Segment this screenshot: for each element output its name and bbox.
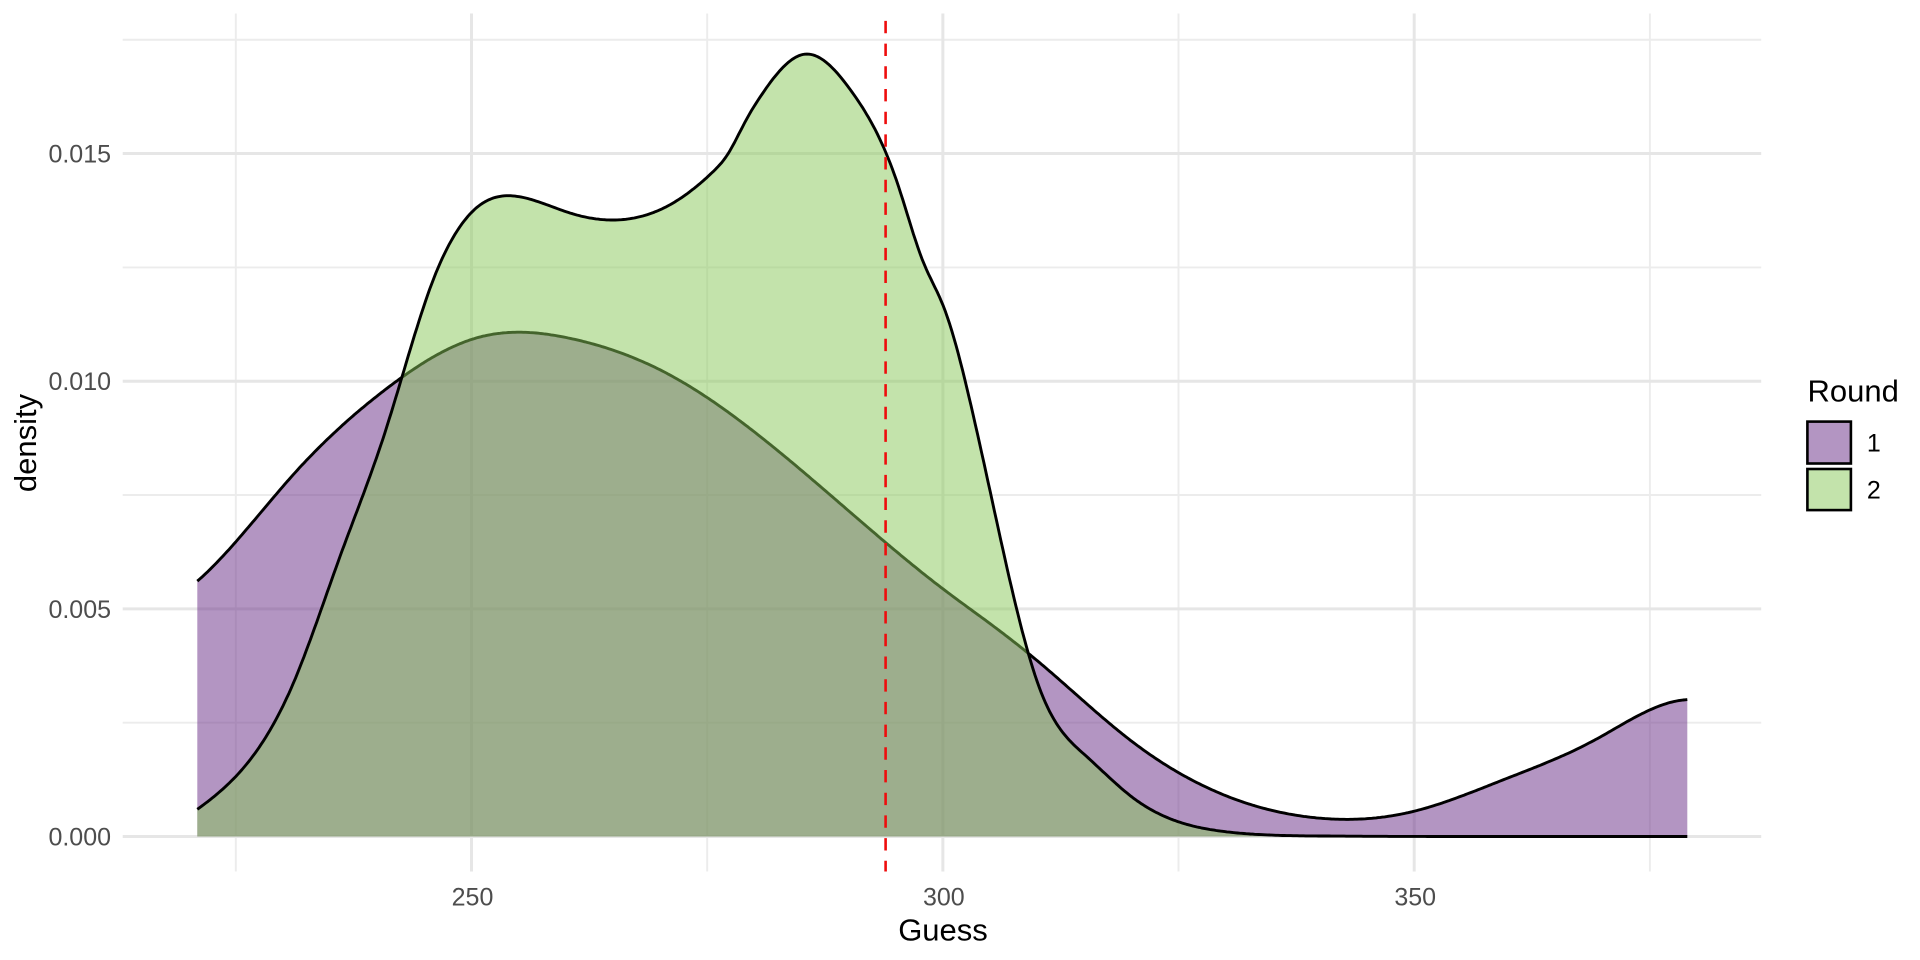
svg-text:350: 350 <box>1394 884 1436 912</box>
svg-text:Guess: Guess <box>898 913 988 948</box>
svg-text:density: density <box>8 393 43 492</box>
svg-text:2: 2 <box>1867 477 1881 505</box>
svg-text:250: 250 <box>452 884 494 912</box>
svg-text:300: 300 <box>923 884 965 912</box>
svg-text:0.010: 0.010 <box>48 368 111 396</box>
svg-text:0.015: 0.015 <box>48 141 111 169</box>
svg-text:1: 1 <box>1867 429 1881 457</box>
svg-text:0.005: 0.005 <box>48 596 111 624</box>
svg-text:Round: Round <box>1808 374 1899 409</box>
svg-text:0.000: 0.000 <box>48 824 111 852</box>
